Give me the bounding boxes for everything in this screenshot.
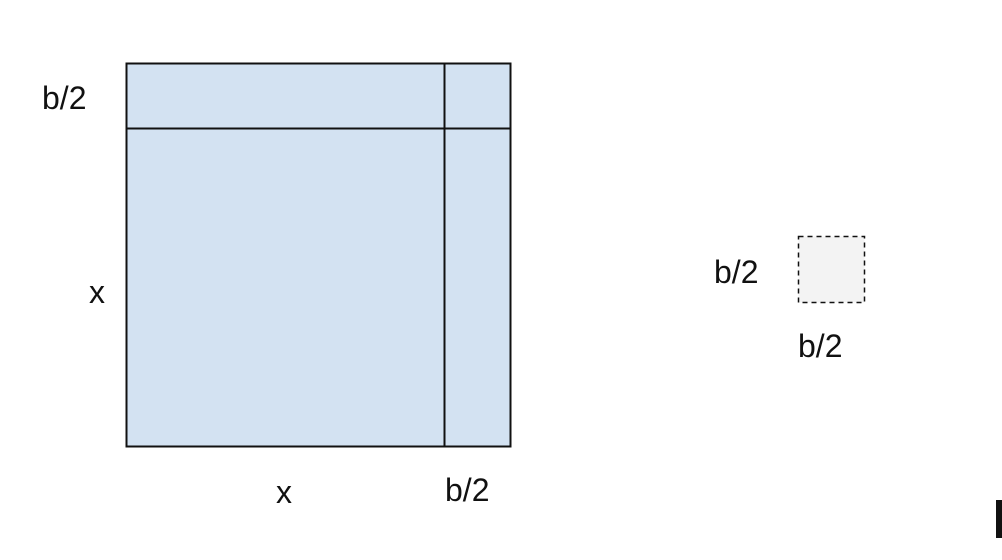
label-bottom-x: x xyxy=(276,474,292,510)
label-small-square-bottom: b/2 xyxy=(798,328,843,364)
edge-mark xyxy=(996,500,1002,538)
label-top-side: b/2 xyxy=(42,80,87,116)
label-small-square-side: b/2 xyxy=(714,254,759,290)
missing-square xyxy=(797,235,866,304)
main-square xyxy=(125,62,512,448)
label-bottom-b-half: b/2 xyxy=(445,472,490,508)
label-left-side: x xyxy=(89,274,105,310)
